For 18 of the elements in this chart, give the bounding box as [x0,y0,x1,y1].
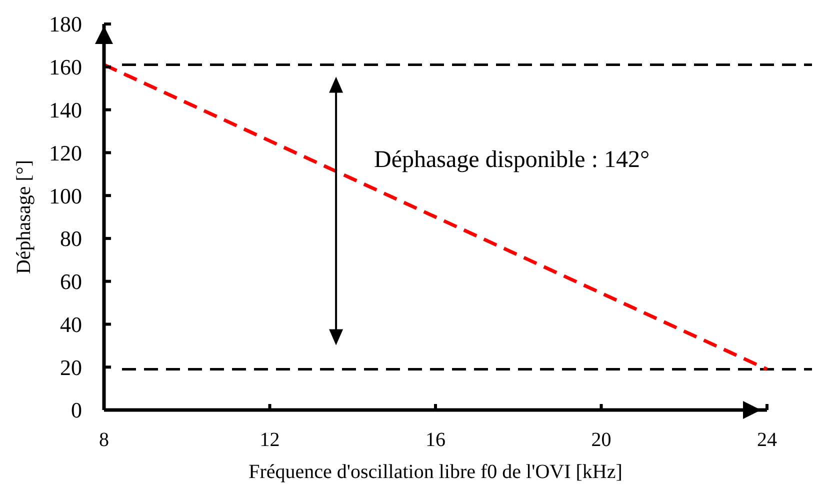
y-tick-label: 80 [60,226,82,252]
y-axis-title: Déphasage [°] [13,160,35,274]
x-tick-label: 16 [426,429,446,451]
x-tick-label: 8 [99,429,109,451]
y-tick-label: 60 [60,269,82,294]
y-tick-label: 140 [49,97,82,122]
y-tick-label: 0 [71,398,82,423]
x-tick-label: 12 [260,429,280,451]
y-tick-label: 120 [49,140,82,166]
y-tick-label: 160 [49,54,82,80]
annotation: Déphasage disponible : 142° [374,147,650,173]
y-tick-label: 100 [49,183,82,208]
y-tick-label: 40 [60,312,82,337]
y-tick-label: 20 [60,354,82,380]
y-tick-label: 180 [49,12,82,37]
x-axis-title: Fréquence d'oscillation libre f0 de l'OVI [kHz] [248,461,622,483]
x-tick-label: 24 [757,429,777,451]
x-tick-label: 20 [591,429,612,451]
